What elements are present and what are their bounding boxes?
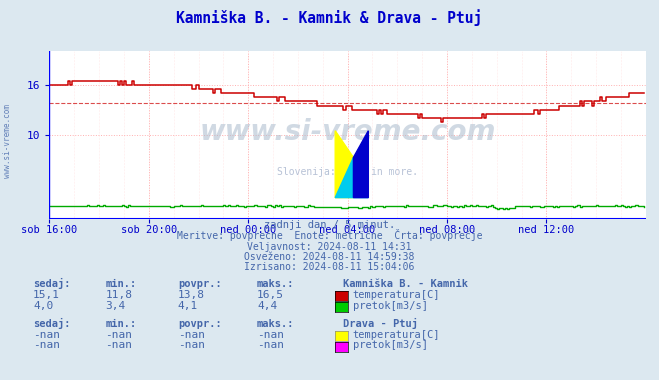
Text: zadnji dan / 5 minut.: zadnji dan / 5 minut. <box>264 220 395 230</box>
Text: maks.:: maks.: <box>257 319 295 329</box>
Text: Meritve: povprečne  Enote: metrične  Črta: povprečje: Meritve: povprečne Enote: metrične Črta:… <box>177 230 482 241</box>
Text: temperatura[C]: temperatura[C] <box>353 290 440 300</box>
Text: Slovenija: reke in more.: Slovenija: reke in more. <box>277 167 418 177</box>
Text: Izrisano: 2024-08-11 15:04:06: Izrisano: 2024-08-11 15:04:06 <box>244 262 415 272</box>
Polygon shape <box>335 157 368 198</box>
Text: 4,1: 4,1 <box>178 301 198 310</box>
Polygon shape <box>335 131 353 198</box>
Text: Kamniška B. - Kamnik: Kamniška B. - Kamnik <box>343 279 468 289</box>
Text: Veljavnost: 2024-08-11 14:31: Veljavnost: 2024-08-11 14:31 <box>247 242 412 252</box>
Text: min.:: min.: <box>105 279 136 289</box>
Text: 15,1: 15,1 <box>33 290 60 300</box>
Text: -nan: -nan <box>178 340 205 350</box>
Text: -nan: -nan <box>178 330 205 340</box>
Text: 16,5: 16,5 <box>257 290 284 300</box>
Text: min.:: min.: <box>105 319 136 329</box>
Text: -nan: -nan <box>33 330 60 340</box>
Text: -nan: -nan <box>33 340 60 350</box>
Text: -nan: -nan <box>257 330 284 340</box>
Text: 13,8: 13,8 <box>178 290 205 300</box>
Text: -nan: -nan <box>105 330 132 340</box>
Text: pretok[m3/s]: pretok[m3/s] <box>353 340 428 350</box>
Text: sedaj:: sedaj: <box>33 278 71 289</box>
Text: povpr.:: povpr.: <box>178 279 221 289</box>
Polygon shape <box>353 131 368 198</box>
Text: 4,4: 4,4 <box>257 301 277 310</box>
Text: sedaj:: sedaj: <box>33 318 71 329</box>
Text: Kamniška B. - Kamnik & Drava - Ptuj: Kamniška B. - Kamnik & Drava - Ptuj <box>177 10 482 26</box>
Text: -nan: -nan <box>257 340 284 350</box>
Text: 4,0: 4,0 <box>33 301 53 310</box>
Text: Drava - Ptuj: Drava - Ptuj <box>343 318 418 329</box>
Text: pretok[m3/s]: pretok[m3/s] <box>353 301 428 310</box>
Text: Osveženo: 2024-08-11 14:59:38: Osveženo: 2024-08-11 14:59:38 <box>244 252 415 262</box>
Text: www.si-vreme.com: www.si-vreme.com <box>3 104 13 177</box>
Text: 11,8: 11,8 <box>105 290 132 300</box>
Text: maks.:: maks.: <box>257 279 295 289</box>
Text: -nan: -nan <box>105 340 132 350</box>
Text: povpr.:: povpr.: <box>178 319 221 329</box>
Text: www.si-vreme.com: www.si-vreme.com <box>200 117 496 146</box>
Text: temperatura[C]: temperatura[C] <box>353 330 440 340</box>
Text: 3,4: 3,4 <box>105 301 126 310</box>
